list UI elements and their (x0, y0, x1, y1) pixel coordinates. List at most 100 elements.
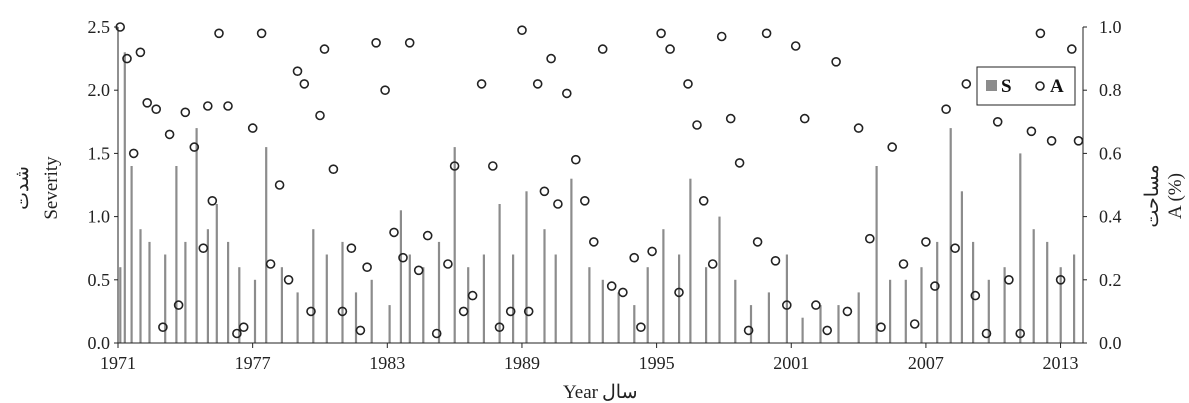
left-tick-label: 0.0 (88, 333, 111, 353)
severity-bar (718, 216, 721, 343)
area-point (523, 306, 534, 317)
area-point (355, 325, 366, 336)
area-point (743, 325, 754, 336)
severity-bar (662, 229, 665, 343)
area-point (315, 110, 325, 121)
severity-bar (819, 305, 822, 343)
legend-label-a: A (1050, 76, 1064, 97)
area-point (588, 237, 599, 247)
area-point (458, 306, 469, 317)
x-tick-label: 1983 (369, 353, 405, 373)
area-point (921, 237, 931, 247)
left-tick-label: 1.0 (88, 207, 111, 227)
area-point (198, 243, 209, 253)
left-axis-title: Severity (41, 156, 62, 220)
area-point (1015, 328, 1026, 339)
area-point (223, 101, 233, 111)
right-tick-label: 0.0 (1099, 333, 1122, 353)
legend-bar-swatch (986, 80, 997, 91)
severity-bar (408, 254, 411, 343)
severity-bar (437, 241, 441, 343)
area-point (970, 290, 981, 301)
area-point (909, 319, 920, 329)
severity-bar (265, 147, 268, 343)
severity-bar (130, 166, 133, 343)
area-point (629, 252, 640, 263)
severity-bar (1019, 153, 1022, 343)
area-point (770, 255, 781, 266)
severity-bar (1003, 267, 1006, 343)
area-point (546, 53, 556, 64)
severity-bar (312, 229, 315, 343)
area-point (618, 287, 628, 298)
area-point (597, 44, 608, 54)
severity-bar (875, 166, 878, 343)
right-axis-title-alt: مساحت (1142, 164, 1163, 227)
severity-bar (227, 241, 230, 343)
severity-bar (904, 279, 907, 343)
legend-circle-swatch (1035, 81, 1045, 91)
area-point (404, 37, 415, 48)
area-point (579, 196, 590, 206)
x-tick-label: 1977 (235, 353, 271, 373)
severity-bar (354, 292, 358, 343)
area-point (665, 44, 675, 54)
left-tick-label: 2.0 (88, 80, 111, 100)
severity-bar (837, 305, 840, 343)
area-point (431, 328, 442, 339)
severity-bar (920, 267, 923, 343)
area-point (561, 88, 572, 99)
area-point (362, 262, 372, 273)
area-point (292, 66, 303, 76)
area-point (656, 28, 666, 39)
area-point (389, 227, 399, 238)
area-point (180, 107, 191, 118)
area-point (158, 322, 168, 333)
severity-bar (388, 305, 391, 343)
area-point (189, 142, 200, 152)
severity-bar (767, 292, 770, 343)
severity-bar (588, 267, 591, 343)
area-point (494, 322, 505, 333)
area-point (306, 306, 316, 317)
area-point (950, 243, 960, 253)
severity-bar (987, 279, 990, 343)
right-tick-label: 1.0 (1099, 17, 1122, 37)
area-point (214, 28, 224, 39)
severity-bar (1073, 254, 1076, 343)
area-point (1004, 274, 1014, 285)
area-point (992, 117, 1003, 127)
severity-bar (341, 241, 344, 343)
left-tick-label: 0.5 (88, 270, 111, 290)
severity-bar (646, 267, 649, 343)
severity-bar (175, 166, 178, 343)
severity-bars (119, 52, 1076, 344)
severity-bar (960, 191, 963, 343)
right-tick-label: 0.6 (1099, 143, 1122, 163)
area-point (164, 129, 175, 140)
severity-bar (184, 241, 187, 343)
severity-bar (601, 279, 604, 343)
area-point (781, 300, 792, 310)
severity-bar (1059, 267, 1062, 343)
area-point (283, 274, 294, 285)
severity-bar (749, 305, 753, 343)
legend-label-s: S (1001, 76, 1012, 97)
severity-bar (123, 52, 126, 344)
severity-bar (570, 178, 573, 343)
severity-bar (949, 128, 952, 343)
severity-bar (206, 229, 209, 343)
severity-bar (280, 267, 283, 343)
severity-bar (215, 204, 218, 343)
area-points (115, 22, 1084, 339)
severity-bar (253, 279, 257, 343)
area-point (647, 246, 657, 257)
area-point (761, 28, 772, 39)
area-point (207, 196, 218, 206)
area-point (449, 161, 460, 171)
right-tick-label: 0.2 (1099, 270, 1122, 290)
left-tick-label: 1.5 (88, 143, 111, 163)
area-point (961, 79, 972, 89)
area-point (539, 186, 550, 197)
